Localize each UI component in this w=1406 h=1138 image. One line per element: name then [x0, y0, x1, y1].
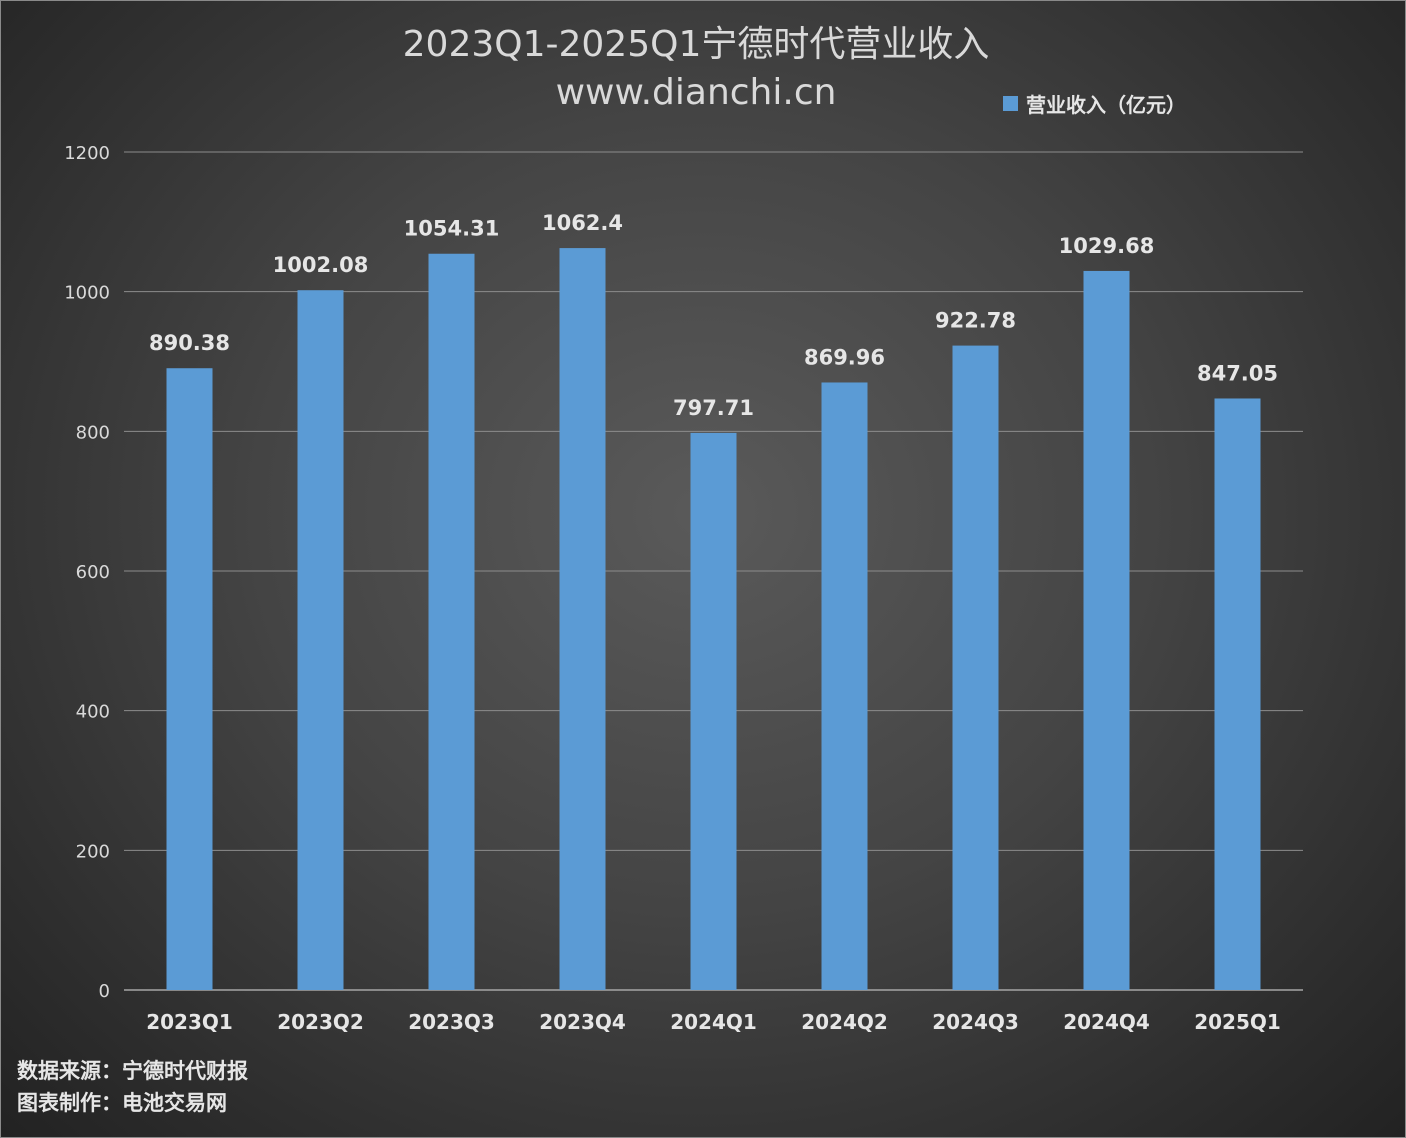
data-label: 1062.4: [542, 211, 623, 235]
data-label: 1002.08: [273, 253, 369, 277]
y-tick-label: 200: [76, 841, 110, 862]
data-label: 847.05: [1197, 361, 1278, 385]
bar: [1214, 398, 1261, 990]
legend: 营业收入（亿元）: [1003, 89, 1186, 118]
chart-footer: 数据来源：宁德时代财报 图表制作：电池交易网: [17, 1055, 248, 1119]
chart-maker-note: 图表制作：电池交易网: [17, 1091, 227, 1115]
data-label: 1029.68: [1059, 234, 1155, 258]
bar: [166, 368, 213, 990]
x-tick-label: 2025Q1: [1194, 1010, 1281, 1034]
x-tick-label: 2023Q3: [408, 1010, 495, 1034]
bar: [821, 382, 868, 991]
x-tick-label: 2023Q2: [277, 1010, 364, 1034]
bar: [428, 253, 475, 991]
y-tick-label: 1000: [64, 283, 110, 304]
bar: [559, 248, 606, 990]
x-tick-label: 2024Q2: [801, 1010, 888, 1034]
y-tick-label: 600: [76, 562, 110, 583]
x-tick-label: 2024Q1: [670, 1010, 757, 1034]
bar: [297, 290, 344, 991]
data-label: 797.71: [673, 396, 754, 420]
chart-title: 2023Q1-2025Q1宁德时代营业收入: [402, 24, 990, 65]
legend-label: 营业收入（亿元）: [1026, 93, 1186, 117]
data-label: 922.78: [935, 309, 1016, 333]
x-tick-label: 2024Q3: [932, 1010, 1019, 1034]
y-tick-label: 0: [99, 981, 110, 1002]
data-label: 869.96: [804, 345, 885, 369]
bar: [952, 345, 999, 990]
x-tick-label: 2023Q1: [146, 1010, 233, 1034]
bar: [1083, 270, 1130, 990]
y-tick-label: 1200: [64, 143, 110, 164]
x-tick-label: 2024Q4: [1063, 1010, 1150, 1034]
data-label: 1054.31: [404, 217, 500, 241]
legend-swatch: [1003, 96, 1018, 111]
y-tick-label: 400: [76, 702, 110, 723]
data-source-note: 数据来源：宁德时代财报: [17, 1059, 248, 1083]
bar: [690, 432, 737, 991]
x-tick-label: 2023Q4: [539, 1010, 626, 1034]
chart-subtitle: www.dianchi.cn: [555, 72, 837, 113]
data-label: 890.38: [149, 331, 230, 355]
y-tick-label: 800: [76, 422, 110, 443]
